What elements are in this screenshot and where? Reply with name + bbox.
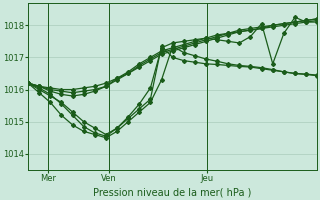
X-axis label: Pression niveau de la mer( hPa ): Pression niveau de la mer( hPa ) bbox=[93, 187, 252, 197]
